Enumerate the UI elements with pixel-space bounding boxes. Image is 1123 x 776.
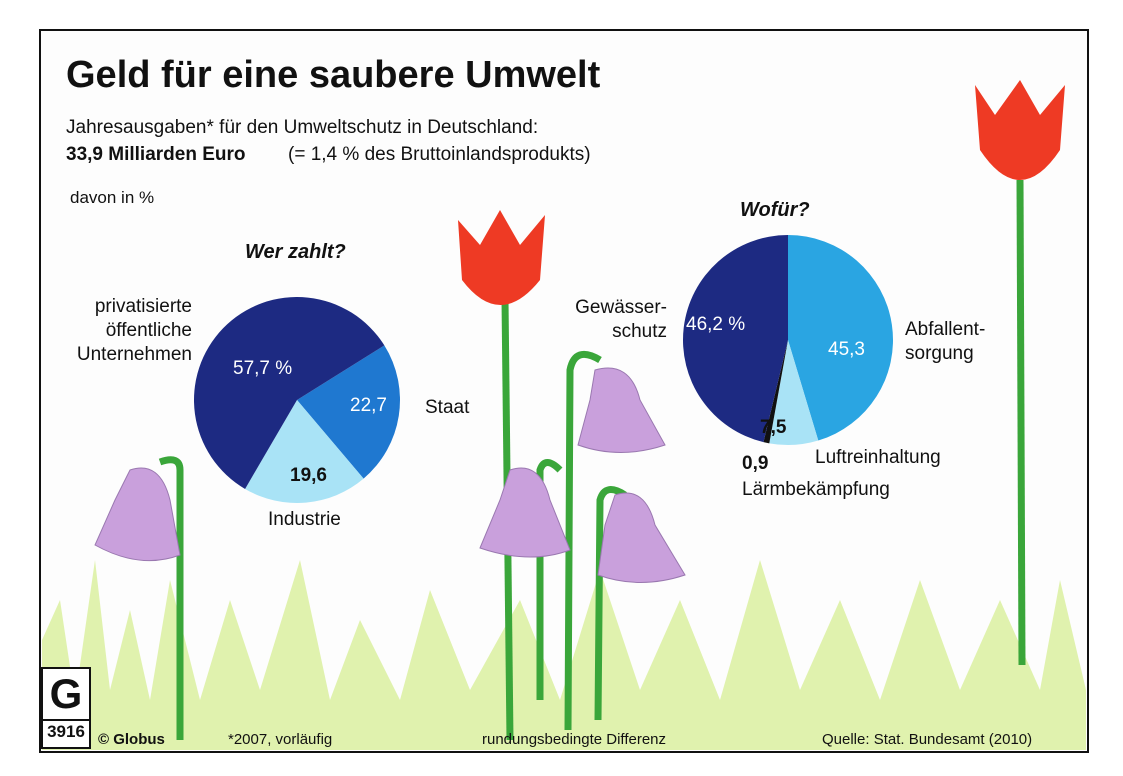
pie-slice <box>683 235 788 443</box>
pie-slice <box>763 340 788 444</box>
grass <box>42 560 1086 750</box>
value-label: 0,9 <box>742 453 769 474</box>
value-label: 57,7 % <box>233 358 293 379</box>
value-label: 7,5 <box>760 417 787 438</box>
tulips <box>458 80 1065 305</box>
credit: © Globus <box>98 731 165 748</box>
flower-stems <box>158 179 1026 741</box>
category-label: Staat <box>425 397 470 418</box>
category-label: privatisierte öffentliche Unternehmen <box>76 296 192 365</box>
pie-slice <box>194 297 385 489</box>
total-note: (= 1,4 % des Bruttoinlandsprodukts) <box>288 144 591 165</box>
subtitle: Jahresausgaben* für den Umweltschutz in … <box>66 117 539 138</box>
value-label: 46,2 % <box>686 314 746 335</box>
svg-text:G: G <box>50 670 83 717</box>
note: rundungsbedingte Differenz <box>482 731 667 748</box>
category-label: Lärmbekämpfung <box>742 479 890 500</box>
category-label: Abfallent- sorgung <box>905 319 986 364</box>
pie-title: Wer zahlt? <box>245 241 346 263</box>
value-label: 45,3 <box>828 339 865 360</box>
logo: G <box>41 667 91 749</box>
unit-note: davon in % <box>70 188 155 207</box>
category-label: Gewässer- schutz <box>575 297 667 342</box>
footnote: *2007, vorläufig <box>228 731 333 748</box>
logo-number: 3916 <box>47 722 85 741</box>
source: Quelle: Stat. Bundesamt (2010) <box>822 731 1033 748</box>
pie-slice <box>769 340 819 445</box>
pie-slice <box>788 235 893 441</box>
category-label: Industrie <box>268 509 341 530</box>
value-label: 22,7 <box>350 395 387 416</box>
pie-slice <box>245 400 364 503</box>
category-label: Luftreinhaltung <box>815 447 941 468</box>
title: Geld für eine saubere Umwelt <box>66 54 601 96</box>
pie-title: Wofür? <box>740 199 810 221</box>
total: 33,9 Milliarden Euro <box>66 144 246 165</box>
value-label: 19,6 <box>290 465 327 486</box>
bellflowers <box>94 367 686 583</box>
pie-slice <box>297 345 401 479</box>
